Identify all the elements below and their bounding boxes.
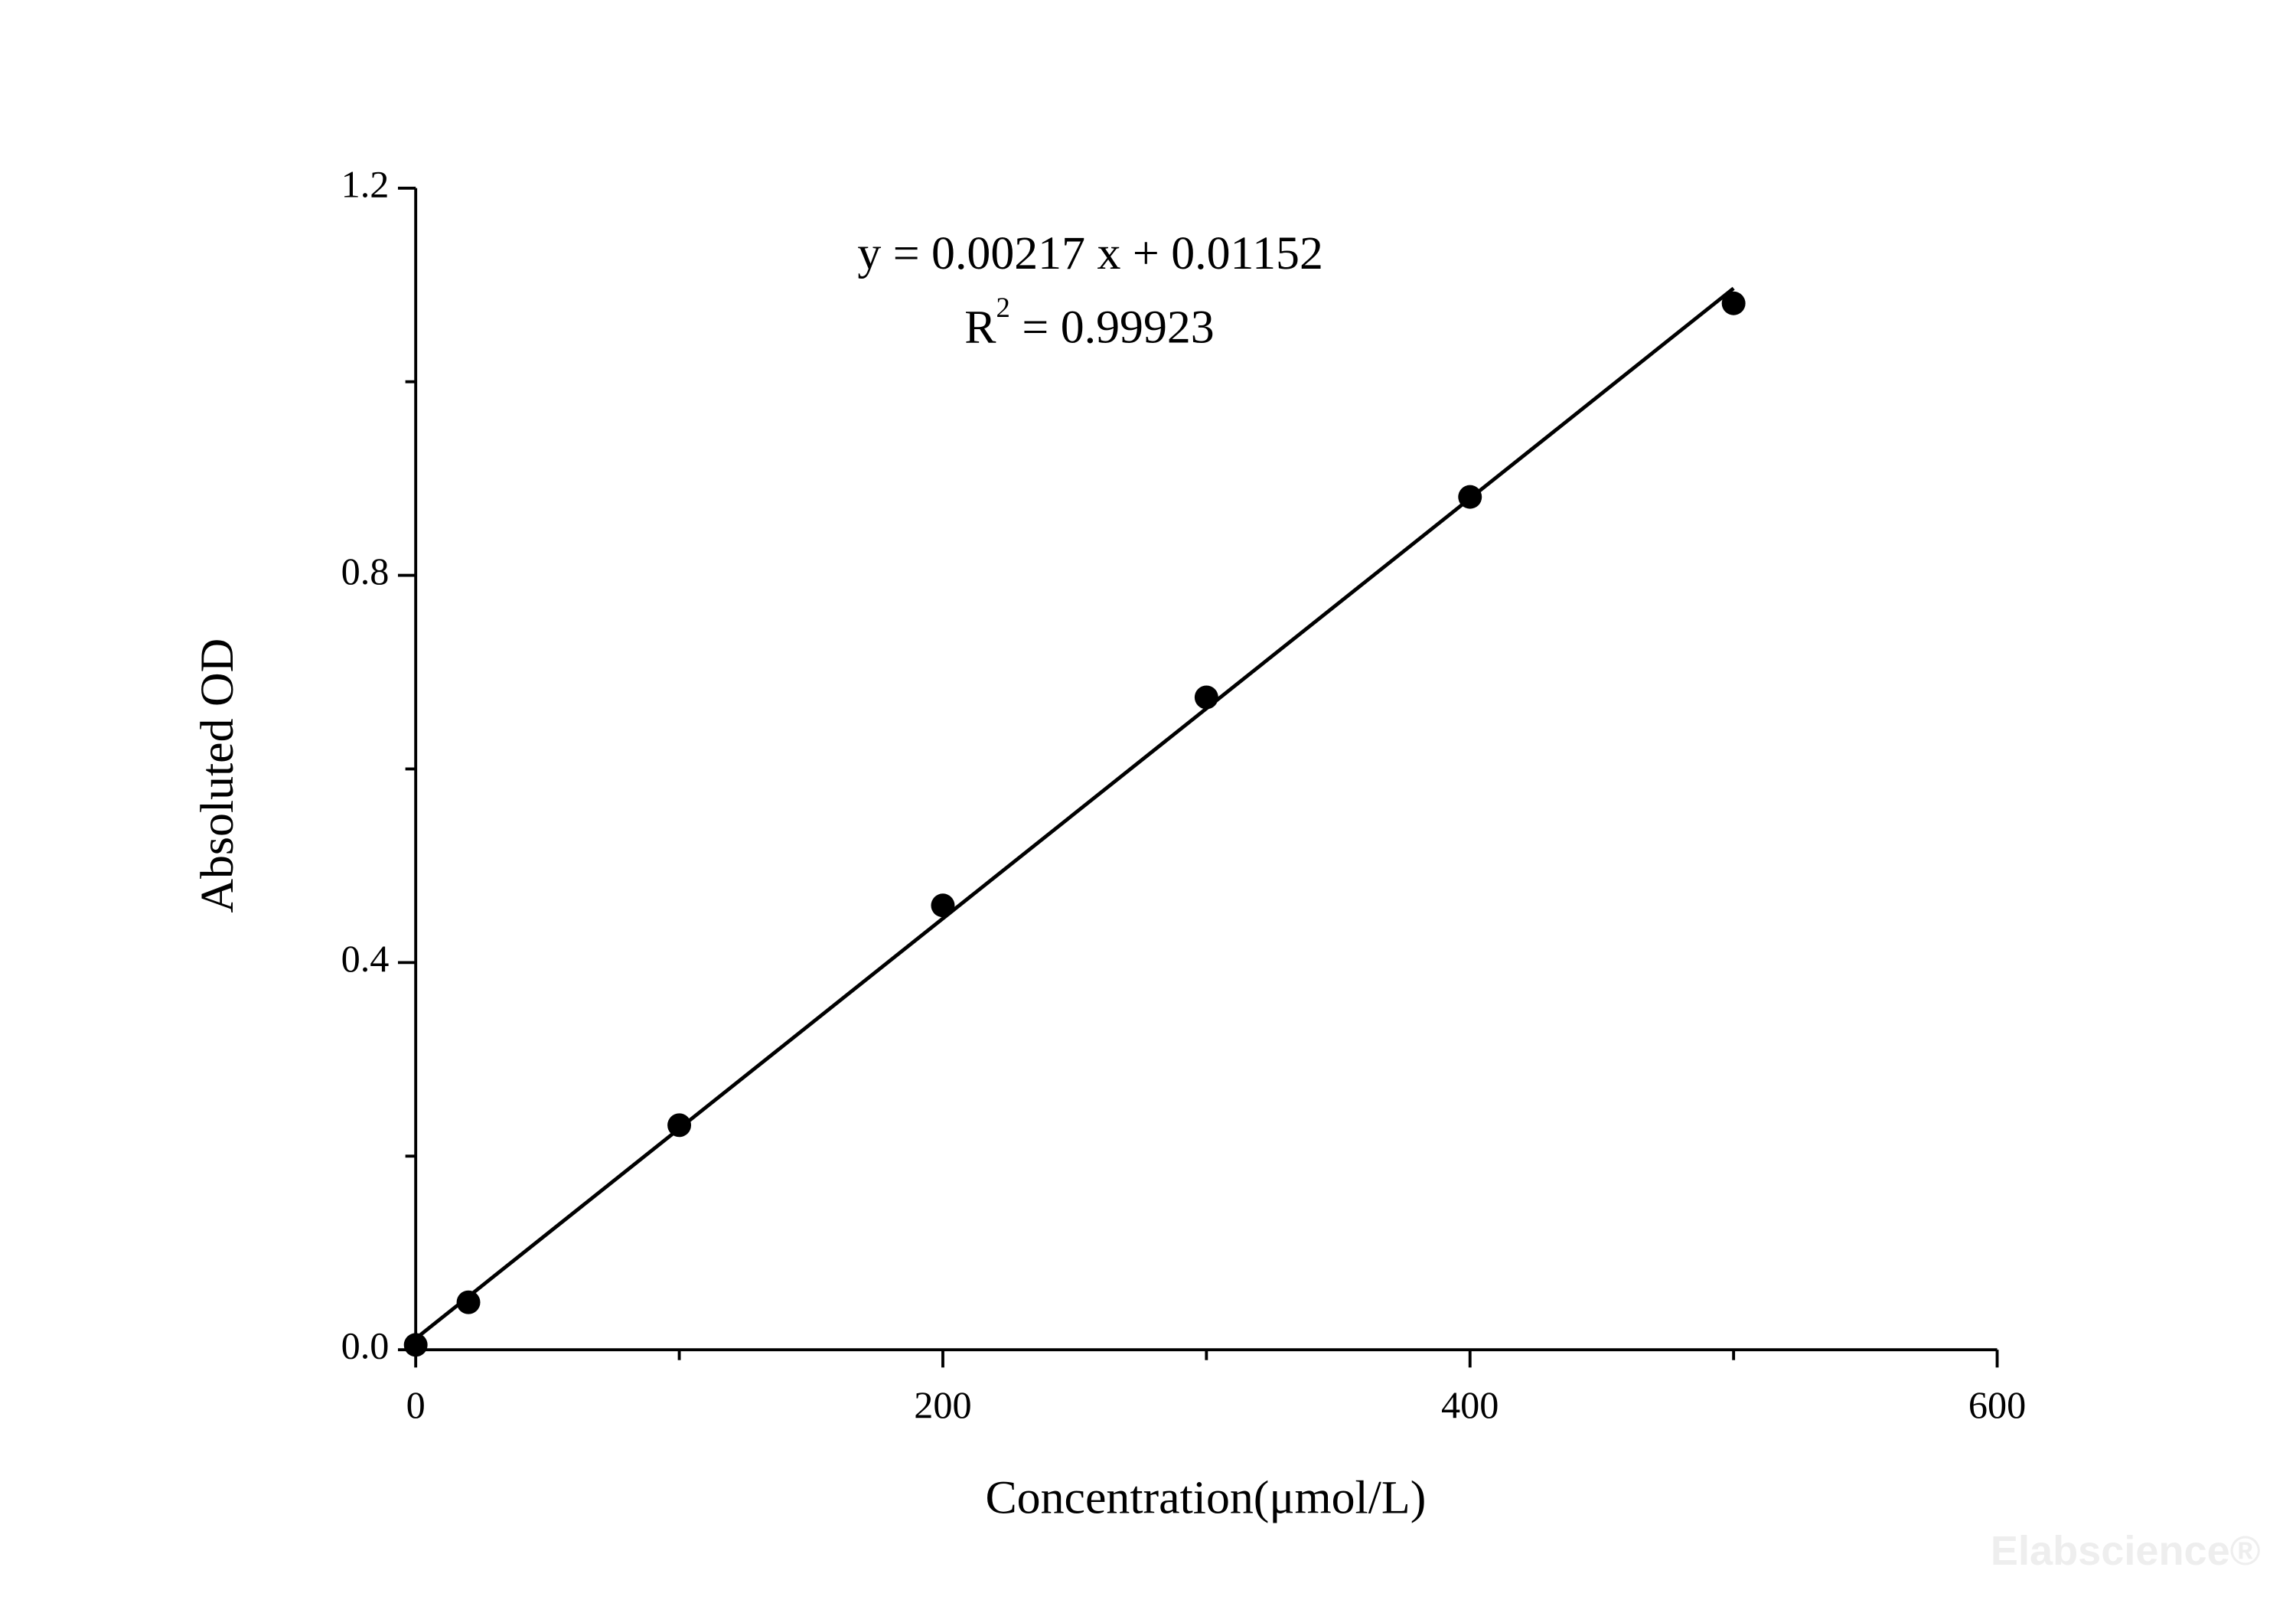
r-base: R [964,301,996,353]
data-point [667,1113,692,1138]
data-point [1458,485,1482,509]
data-point [1194,685,1218,710]
r-rest: = 0.99923 [1022,301,1214,353]
x-tick-label: 200 [914,1383,971,1426]
data-point [456,1290,481,1314]
y-tick-label: 1.2 [341,162,390,205]
y-tick-label: 0.4 [341,937,390,980]
y-tick-label: 0.8 [341,550,390,593]
watermark: Elabscience® [1991,1528,2261,1574]
x-tick-label: 400 [1441,1383,1499,1426]
fit-line [414,286,1735,1340]
r-squared: R2 = 0.99923 [964,292,1214,354]
equation: y = 0.00217 x + 0.01152 [857,227,1323,279]
data-point [931,893,955,918]
x-tick-label: 600 [1968,1383,2026,1426]
data-point [1721,291,1746,315]
x-tick-label: 0 [406,1383,426,1426]
y-tick-label: 0.0 [341,1324,390,1367]
data-point [403,1333,428,1357]
r-sup: 2 [996,292,1010,324]
x-axis-label: Concentration(μmol/L) [985,1471,1426,1523]
y-axis-label: Absoluted OD [191,638,243,913]
